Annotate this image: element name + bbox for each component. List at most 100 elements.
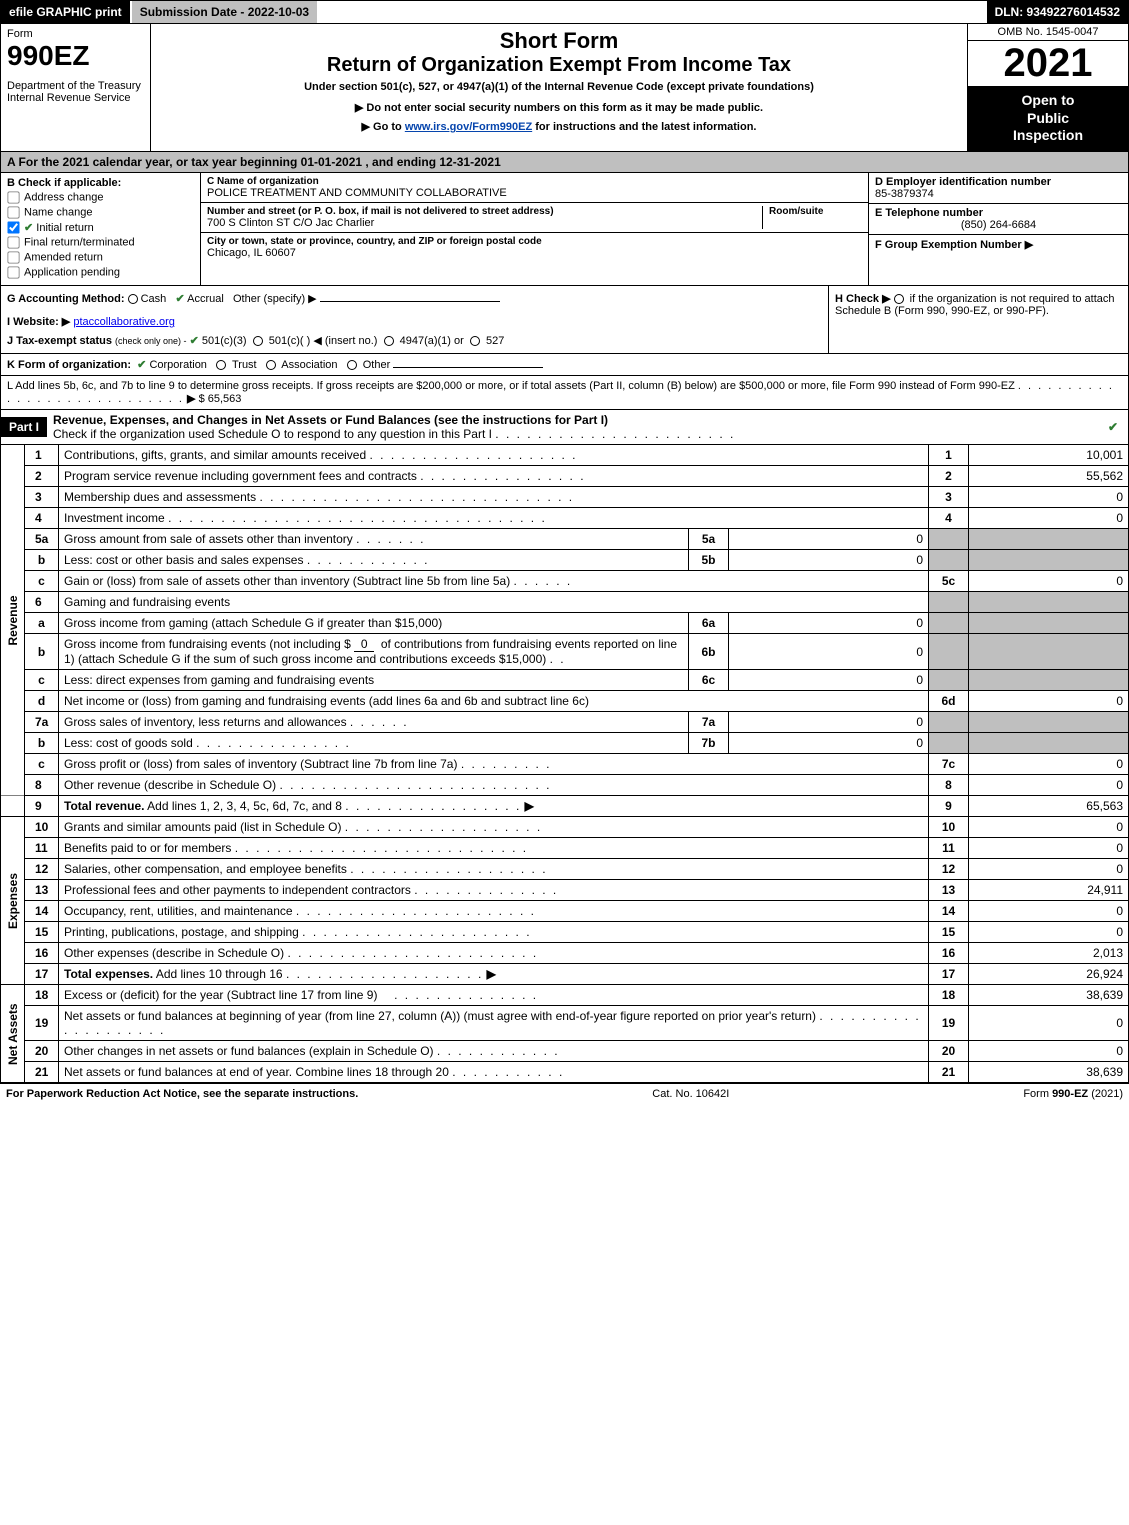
line-4-desc: Investment income [64,511,165,525]
line-7a: 7a Gross sales of inventory, less return… [1,712,1129,733]
line-13-desc: Professional fees and other payments to … [64,883,411,897]
line-6b: b Gross income from fundraising events (… [1,634,1129,670]
line-7c-desc: Gross profit or (loss) from sales of inv… [64,757,457,771]
form-word: Form [7,28,144,40]
part1-title-text: Revenue, Expenses, and Changes in Net As… [53,413,608,427]
line-5a: 5a Gross amount from sale of assets othe… [1,529,1129,550]
line-7a-desc: Gross sales of inventory, less returns a… [64,715,347,729]
line-6d-desc: Net income or (loss) from gaming and fun… [59,691,929,712]
4947-radio[interactable] [384,336,394,346]
website-link[interactable]: ptaccollaborative.org [73,316,175,328]
line-13-rval: 24,911 [969,880,1129,901]
part1-lines-table: Revenue 1 Contributions, gifts, grants, … [0,445,1129,1083]
form-number: 990EZ [7,40,144,72]
line-1-rval: 10,001 [969,445,1129,466]
name-change-checkbox[interactable]: Name change [7,206,194,219]
trust-label: Trust [232,359,257,371]
501c-radio[interactable] [253,336,263,346]
line-4-rval: 0 [969,508,1129,529]
line-19-num: 19 [25,1006,59,1041]
line-5b-num: b [25,550,59,571]
header-center: Short Form Return of Organization Exempt… [151,24,968,151]
k-label: K Form of organization: [7,359,131,371]
527-radio[interactable] [470,336,480,346]
l-arrow-icon: ▶ [187,393,195,405]
line-5a-sublabel: 5a [689,529,729,550]
line-6a-rval-shade [969,613,1129,634]
topbar-spacer [319,1,986,23]
address-change-checkbox[interactable]: Address change [7,191,194,204]
initial-return-checkbox[interactable]: ✔ Initial return [7,221,194,235]
line-9-bold: Total revenue. [64,799,144,813]
527-label: 527 [486,335,504,347]
ein-value: 85-3879374 [875,188,1122,200]
h-checkbox[interactable] [894,294,904,304]
other-specify-input[interactable] [320,301,500,302]
line-5b-rval-shade [969,550,1129,571]
application-pending-checkbox[interactable]: Application pending [7,266,194,279]
row-a-tax-year: A For the 2021 calendar year, or tax yea… [0,152,1129,173]
line-6c-num: c [25,670,59,691]
other-org-input[interactable] [393,367,543,368]
part1-schedule-o-checkbox[interactable]: ✔ [1098,420,1128,434]
line-7b-sublabel: 7b [689,733,729,754]
line-15-rval: 0 [969,922,1129,943]
line-6d: d Net income or (loss) from gaming and f… [1,691,1129,712]
line-3-num: 3 [25,487,59,508]
other-radio[interactable] [347,360,357,370]
line-18-num: 18 [25,985,59,1006]
line-18: Net Assets 18 Excess or (deficit) for th… [1,985,1129,1006]
line-7a-num: 7a [25,712,59,733]
initial-return-label: Initial return [36,222,93,234]
line-10-desc: Grants and similar amounts paid (list in… [64,820,341,834]
line-16-num: 16 [25,943,59,964]
line-5c-desc: Gain or (loss) from sale of assets other… [64,574,510,588]
line-7b: b Less: cost of goods sold . . . . . . .… [1,733,1129,754]
cash-radio[interactable] [128,294,138,304]
line-11: 11 Benefits paid to or for members . . .… [1,838,1129,859]
omb-number: OMB No. 1545-0047 [968,24,1128,41]
line-5b-desc: Less: cost or other basis and sales expe… [64,553,303,567]
column-c: C Name of organization POLICE TREATMENT … [201,173,868,286]
assoc-radio[interactable] [266,360,276,370]
part-1-header-row: Part I Revenue, Expenses, and Changes in… [0,410,1129,445]
line-17-arrow-icon: ▶ [487,967,496,981]
city-value: Chicago, IL 60607 [207,247,862,259]
line-21-desc: Net assets or fund balances at end of ye… [64,1065,449,1079]
line-6-rval-shade [969,592,1129,613]
line-16-rval: 2,013 [969,943,1129,964]
section-b-through-f: B Check if applicable: Address change Na… [0,173,1129,287]
footer-left: For Paperwork Reduction Act Notice, see … [6,1088,358,1100]
line-6a-subval: 0 [729,613,929,634]
corp-check-icon: ✔ [137,359,146,371]
line-5c-num: c [25,571,59,592]
line-6d-rval: 0 [969,691,1129,712]
line-16-rnum: 16 [929,943,969,964]
line-14-desc: Occupancy, rent, utilities, and maintena… [64,904,293,918]
line-5c-rval: 0 [969,571,1129,592]
line-6b-amount: 0 [354,637,374,652]
line-13: 13 Professional fees and other payments … [1,880,1129,901]
line-14-rnum: 14 [929,901,969,922]
line-1-num: 1 [25,445,59,466]
line-9-arrow-icon: ▶ [525,799,534,813]
line-4-num: 4 [25,508,59,529]
line-6d-num: d [25,691,59,712]
amended-return-checkbox[interactable]: Amended return [7,251,194,264]
line-7c: c Gross profit or (loss) from sales of i… [1,754,1129,775]
line-11-num: 11 [25,838,59,859]
irs-link[interactable]: www.irs.gov/Form990EZ [405,121,532,133]
line-6a-sublabel: 6a [689,613,729,634]
trust-radio[interactable] [216,360,226,370]
final-return-checkbox[interactable]: Final return/terminated [7,236,194,249]
line-6c-rval-shade [969,670,1129,691]
line-18-desc: Excess or (deficit) for the year (Subtra… [64,988,377,1002]
open-inspection-box: Open to Public Inspection [968,86,1128,151]
city-line: City or town, state or province, country… [201,233,868,262]
assoc-label: Association [281,359,337,371]
line-1: Revenue 1 Contributions, gifts, grants, … [1,445,1129,466]
line-21-num: 21 [25,1062,59,1083]
line-8-num: 8 [25,775,59,796]
line-6a-num: a [25,613,59,634]
line-16: 16 Other expenses (describe in Schedule … [1,943,1129,964]
